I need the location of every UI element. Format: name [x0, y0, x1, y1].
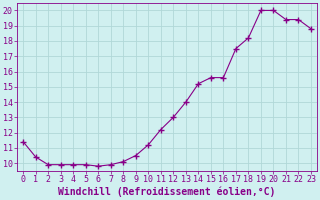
X-axis label: Windchill (Refroidissement éolien,°C): Windchill (Refroidissement éolien,°C)	[58, 187, 276, 197]
